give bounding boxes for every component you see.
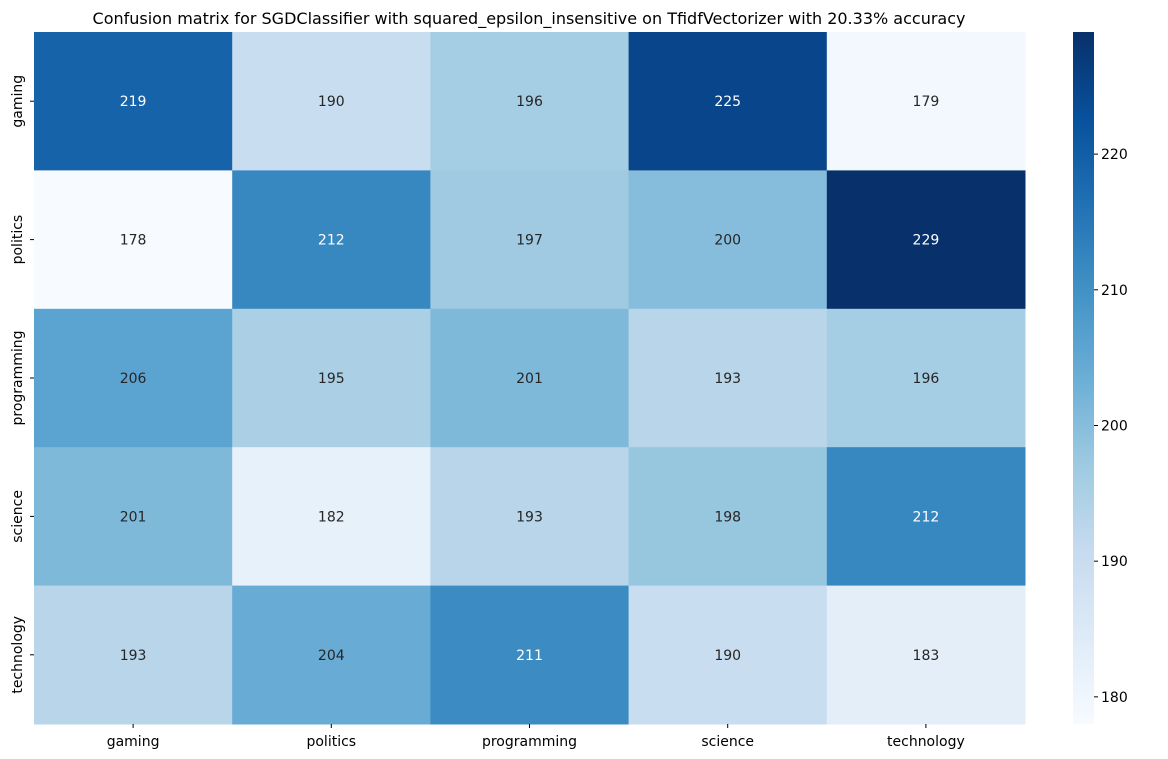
heatmap-cell bbox=[826, 32, 1026, 171]
y-tick-label: science bbox=[10, 490, 26, 543]
chart-title: Confusion matrix for SGDClassifier with … bbox=[93, 9, 966, 29]
cell-value-label: 196 bbox=[913, 371, 940, 387]
heatmap-cell bbox=[232, 170, 431, 310]
heatmap-cell bbox=[430, 585, 630, 725]
cell-value-label: 206 bbox=[120, 371, 147, 387]
colorbar-tick-label: 180 bbox=[1101, 690, 1128, 706]
heatmap-cell bbox=[628, 308, 828, 448]
colorbar-tick-label: 210 bbox=[1101, 283, 1128, 299]
cell-value-label: 196 bbox=[516, 94, 543, 110]
cell-value-label: 204 bbox=[318, 648, 345, 664]
cell-value-label: 193 bbox=[714, 371, 741, 387]
heatmap-cell bbox=[34, 32, 233, 171]
cell-value-label: 197 bbox=[516, 233, 543, 249]
colorbar-gradient bbox=[1073, 32, 1094, 724]
cell-value-label: 219 bbox=[120, 94, 147, 110]
heatmap-cell bbox=[232, 32, 431, 171]
heatmap-cell bbox=[826, 447, 1026, 587]
heatmap-cell bbox=[430, 170, 630, 310]
cell-value-label: 190 bbox=[318, 94, 345, 110]
cell-value-label: 193 bbox=[120, 648, 147, 664]
x-tick-label: politics bbox=[306, 734, 356, 750]
heatmap-cell bbox=[628, 447, 828, 587]
x-axis: gaming politics programming science technolo… bbox=[107, 724, 965, 750]
y-tick-label: politics bbox=[10, 215, 26, 265]
cell-value-label: 195 bbox=[318, 371, 345, 387]
heatmap-cell bbox=[826, 170, 1026, 310]
colorbar: 180 190 200 210 220 bbox=[1073, 32, 1128, 724]
heatmap-cell bbox=[232, 447, 431, 587]
heatmap-cell bbox=[430, 447, 630, 587]
x-tick-label: programming bbox=[482, 734, 577, 750]
cell-value-label: 183 bbox=[913, 648, 940, 664]
y-axis: gaming politics programming science technolo… bbox=[10, 75, 34, 694]
cell-value-label: 212 bbox=[913, 509, 940, 525]
heatmap-cell bbox=[826, 585, 1026, 725]
cell-value-label: 193 bbox=[516, 509, 543, 525]
colorbar-tick-label: 220 bbox=[1101, 147, 1128, 163]
heatmap-cell bbox=[232, 585, 431, 725]
heatmap-cell bbox=[628, 32, 828, 171]
heatmap-cell bbox=[34, 308, 233, 448]
cell-value-label: 212 bbox=[318, 233, 345, 249]
y-tick-label: technology bbox=[10, 616, 26, 694]
heatmap-cell bbox=[430, 308, 630, 448]
heatmap-cell bbox=[628, 585, 828, 725]
heatmap-cells: 219 190 196 225 179 178 212 197 200 229 206 195 201 1… bbox=[34, 32, 1026, 725]
heatmap-cell bbox=[34, 585, 233, 725]
heatmap-cell bbox=[34, 170, 233, 310]
cell-value-label: 200 bbox=[714, 233, 741, 249]
cell-value-label: 190 bbox=[714, 648, 741, 664]
cell-value-label: 201 bbox=[516, 371, 543, 387]
cell-value-label: 178 bbox=[120, 233, 147, 249]
heatmap-cell bbox=[826, 308, 1026, 448]
heatmap-cell bbox=[430, 32, 630, 171]
x-tick-label: technology bbox=[887, 734, 965, 750]
y-tick-label: gaming bbox=[10, 75, 26, 128]
y-tick-label: programming bbox=[10, 330, 26, 425]
cell-value-label: 225 bbox=[714, 94, 741, 110]
cell-value-label: 201 bbox=[120, 509, 147, 525]
cell-value-label: 179 bbox=[913, 94, 940, 110]
cell-value-label: 211 bbox=[516, 648, 543, 664]
x-tick-label: gaming bbox=[107, 734, 160, 750]
heatmap-cell bbox=[628, 170, 828, 310]
x-tick-label: science bbox=[701, 734, 754, 750]
heatmap-cell bbox=[232, 308, 431, 448]
cell-value-label: 229 bbox=[913, 233, 940, 249]
cell-value-label: 182 bbox=[318, 509, 345, 525]
cell-value-label: 198 bbox=[714, 509, 741, 525]
colorbar-tick-label: 200 bbox=[1101, 418, 1128, 434]
colorbar-tick-label: 190 bbox=[1101, 554, 1128, 570]
heatmap-cell bbox=[34, 447, 233, 587]
